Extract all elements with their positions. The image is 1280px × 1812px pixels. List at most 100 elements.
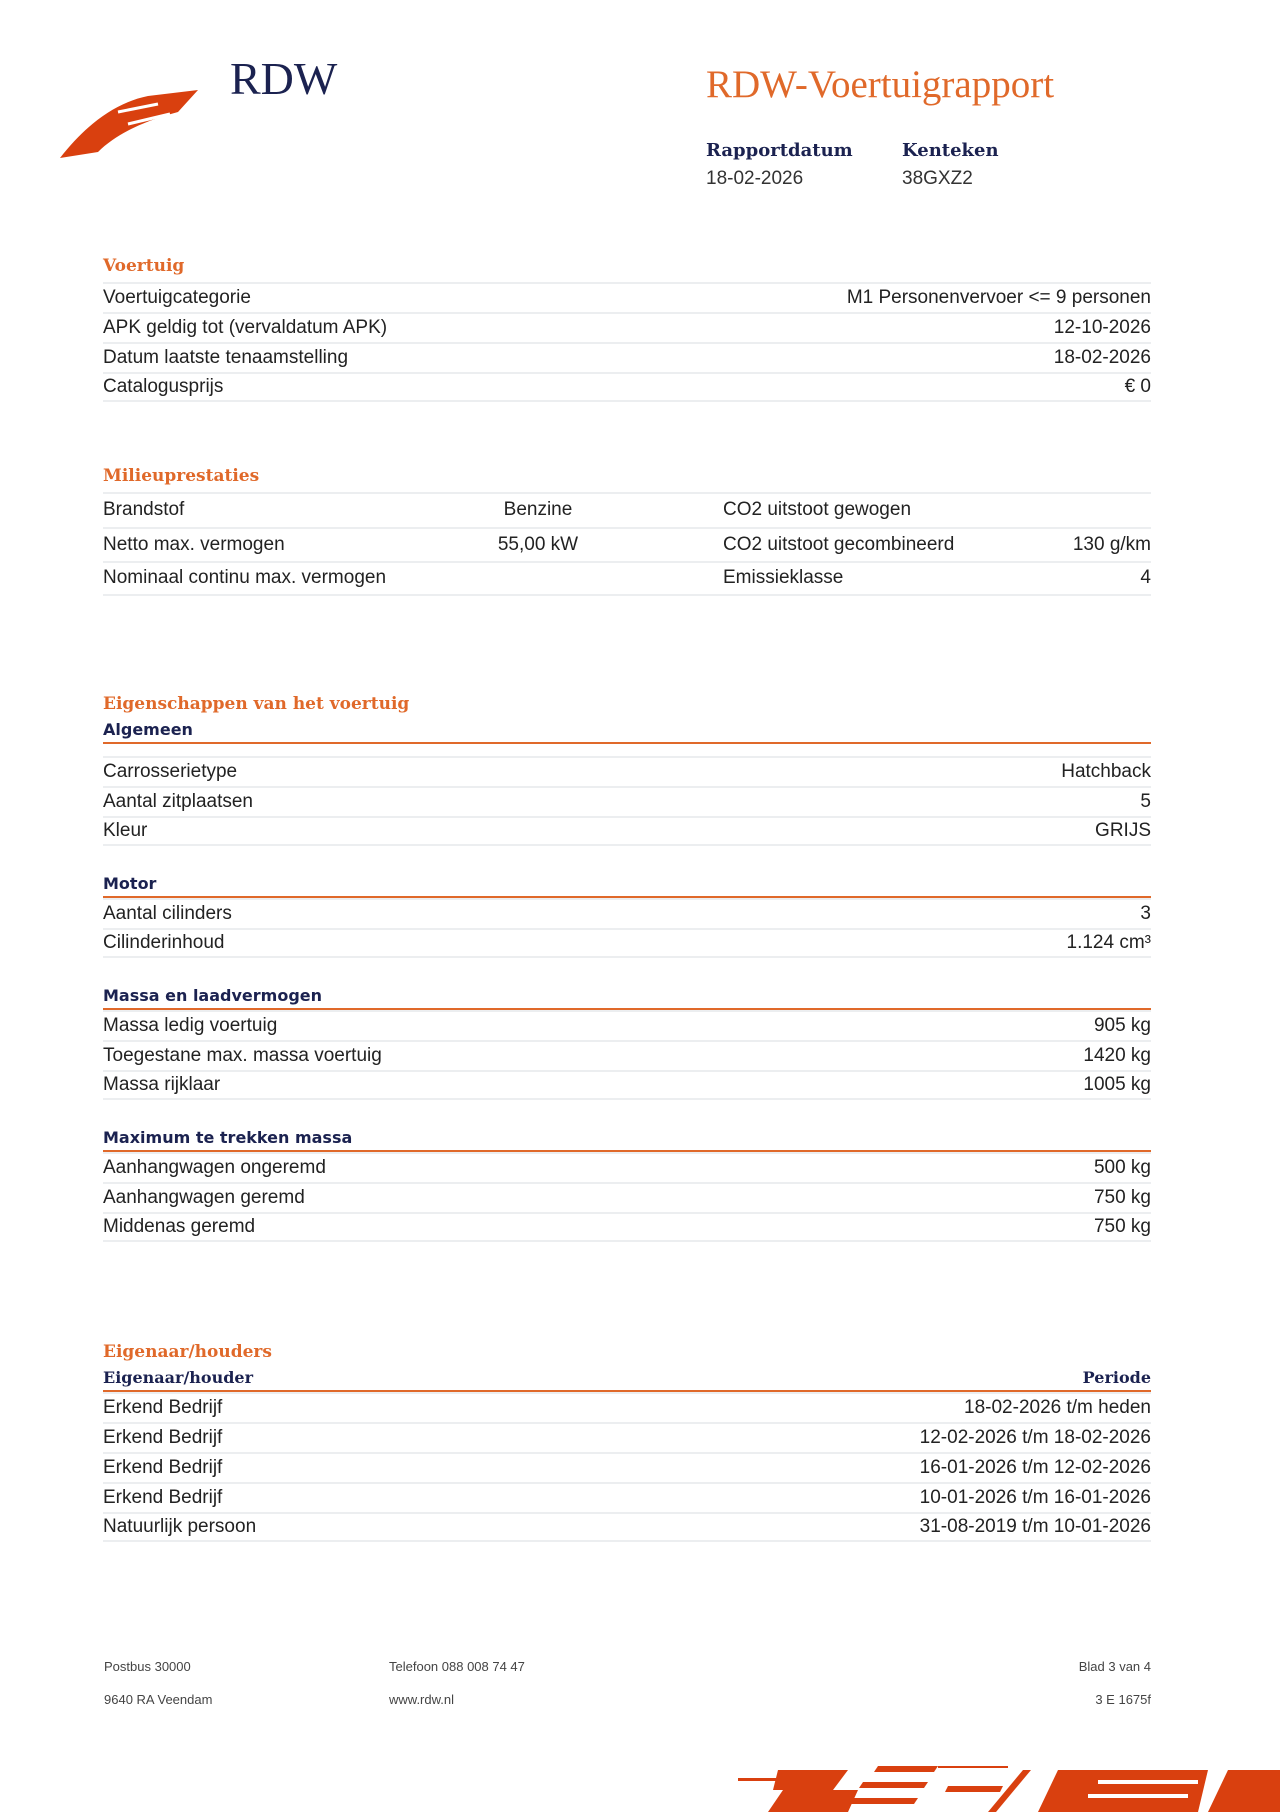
table-row: Aantal zitplaatsen 5 [103, 786, 1151, 816]
row-value: GRIJS [1095, 820, 1151, 841]
row-label: Erkend Bedrijf [103, 1427, 223, 1448]
table-row: Erkend Bedrijf 12-02-2026 t/m 18-02-2026 [103, 1422, 1151, 1452]
row-label: Natuurlijk persoon [103, 1516, 257, 1537]
row-label: Emissieklasse [723, 567, 844, 589]
group-title-text: Algemeen [103, 720, 193, 739]
rapportdatum-label: Rapportdatum [706, 140, 853, 161]
row-label: Voertuigcategorie [103, 287, 251, 308]
table-row: Nominaal continu max. vermogen Emissiekla… [103, 561, 1151, 596]
table-row: Brandstof Benzine CO2 uitstoot gewogen [103, 492, 1151, 527]
row-value: 18-02-2026 t/m heden [964, 1397, 1151, 1418]
table-row: Voertuigcategorie M1 Personenvervoer <= 9… [103, 282, 1151, 312]
logo-text: RDW [230, 53, 338, 104]
row-label: Middenas geremd [103, 1216, 256, 1237]
row-value: 1420 kg [1083, 1045, 1151, 1066]
row-label: Carrosserietype [103, 761, 238, 782]
table-row: Massa rijklaar 1005 kg [103, 1070, 1151, 1100]
row-label: Catalogusprijs [103, 376, 224, 397]
row-label: Erkend Bedrijf [103, 1487, 223, 1508]
table-row: Aanhangwagen geremd 750 kg [103, 1182, 1151, 1212]
table-row: APK geldig tot (vervaldatum APK) 12-10-20… [103, 312, 1151, 342]
row-value: Benzine [503, 499, 573, 521]
footer-address-2: 9640 RA Veendam [104, 1692, 213, 1707]
row-label: CO2 uitstoot gewogen [723, 499, 912, 521]
row-label: Erkend Bedrijf [103, 1397, 223, 1418]
page-title: RDW-Voertuigrapport [706, 63, 1055, 106]
row-value: 1005 kg [1083, 1074, 1151, 1095]
row-label: Netto max. vermogen [103, 533, 285, 555]
table-header: Eigenaar/houder Periode [103, 1368, 1151, 1392]
row-label: Massa ledig voertuig [103, 1015, 278, 1036]
table-row: Middenas geremd 750 kg [103, 1212, 1151, 1242]
row-value: 10-01-2026 t/m 16-01-2026 [919, 1487, 1151, 1508]
row-label: Cilinderinhoud [103, 932, 225, 953]
row-label: Aantal zitplaatsen [103, 791, 253, 812]
rapportdatum-value: 18-02-2026 [706, 168, 804, 189]
table-row: Toegestane max. massa voertuig 1420 kg [103, 1040, 1151, 1070]
group-title: Maximum te trekken massa [103, 1128, 1151, 1152]
group-title-text: Motor [103, 874, 157, 893]
row-label: Brandstof [103, 499, 185, 521]
row-label: Aanhangwagen geremd [103, 1187, 305, 1208]
row-label: Erkend Bedrijf [103, 1457, 223, 1478]
row-value: M1 Personenvervoer <= 9 personen [846, 287, 1151, 308]
table-row: Datum laatste tenaamstelling 18-02-2026 [103, 342, 1151, 372]
eigenschappen-section: Eigenschappen van het voertuig Algemeen … [103, 694, 1151, 1242]
rdw-stripes-logo-icon [738, 1766, 1280, 1812]
group-title-text: Maximum te trekken massa [103, 1128, 353, 1147]
row-value: 905 kg [1093, 1015, 1151, 1036]
section-title: Eigenschappen van het voertuig [103, 694, 410, 714]
row-value: 1.124 cm³ [1066, 932, 1151, 953]
row-value: Hatchback [1061, 761, 1151, 782]
table-row: Natuurlijk persoon 31-08-2019 t/m 10-01-2… [103, 1512, 1151, 1542]
group-title: Motor [103, 874, 1151, 898]
group-title-text: Massa en laadvermogen [103, 986, 323, 1005]
table-row: Netto max. vermogen 55,00 kW CO2 uitstoot … [103, 526, 1151, 562]
row-label: Toegestane max. massa voertuig [103, 1045, 382, 1066]
row-label: Aantal cilinders [103, 903, 232, 924]
table-row: Aanhangwagen ongeremd 500 kg [103, 1152, 1151, 1182]
footer-phone: Telefoon 088 008 74 47 [389, 1659, 525, 1674]
footer-website[interactable]: www.rdw.nl [389, 1692, 455, 1707]
section-title: Milieuprestaties [103, 466, 260, 486]
row-label: Kleur [103, 820, 148, 841]
row-value: 18-02-2026 [1053, 347, 1151, 368]
column-header: Periode [1082, 1368, 1151, 1387]
table-row: Erkend Bedrijf 18-02-2026 t/m heden [103, 1392, 1151, 1422]
table-row: Erkend Bedrijf 16-01-2026 t/m 12-02-2026 [103, 1452, 1151, 1482]
eigenaar-section: Eigenaar/houders Eigenaar/houder Periode … [103, 1342, 1151, 1542]
row-value: 55,00 kW [497, 533, 579, 555]
table-row: Cilinderinhoud 1.124 cm³ [103, 928, 1151, 958]
table-row: Aantal cilinders 3 [103, 898, 1151, 928]
row-value: 750 kg [1093, 1216, 1151, 1237]
row-value: 130 g/km [1072, 533, 1151, 555]
page-number: Blad 3 van 4 [1078, 1659, 1151, 1674]
table-row: Massa ledig voertuig 905 kg [103, 1010, 1151, 1040]
group-title: Algemeen [103, 720, 1151, 744]
section-title: Voertuig [103, 256, 185, 276]
group-title: Massa en laadvermogen [103, 986, 1151, 1010]
row-value: 16-01-2026 t/m 12-02-2026 [919, 1457, 1151, 1478]
voertuig-section: Voertuig Voertuigcategorie M1 Personenver… [103, 256, 1151, 402]
milieu-section: Milieuprestaties Brandstof Benzine CO2 uit… [103, 466, 1151, 596]
row-label: Massa rijklaar [103, 1074, 221, 1095]
row-value: 4 [1140, 567, 1151, 589]
row-value: 5 [1140, 791, 1151, 812]
rdw-logo-icon [60, 90, 198, 158]
table-row: Carrosserietype Hatchback [103, 756, 1151, 786]
row-value: 3 [1140, 903, 1151, 924]
document-code: 3 E 1675f [1095, 1692, 1151, 1707]
row-label: CO2 uitstoot gecombineerd [723, 533, 955, 555]
row-value: 12-10-2026 [1053, 317, 1151, 338]
row-value: € 0 [1124, 376, 1151, 397]
kenteken-value: 38GXZ2 [902, 168, 973, 189]
table-row: Catalogusprijs € 0 [103, 372, 1151, 402]
row-label: Aanhangwagen ongeremd [103, 1157, 326, 1178]
table-row: Kleur GRIJS [103, 816, 1151, 846]
row-value: 750 kg [1093, 1187, 1151, 1208]
row-label: Datum laatste tenaamstelling [103, 347, 349, 368]
row-label: APK geldig tot (vervaldatum APK) [103, 317, 388, 338]
row-label: Nominaal continu max. vermogen [103, 567, 387, 589]
column-header: Eigenaar/houder [103, 1368, 254, 1387]
section-title: Eigenaar/houders [103, 1342, 272, 1362]
